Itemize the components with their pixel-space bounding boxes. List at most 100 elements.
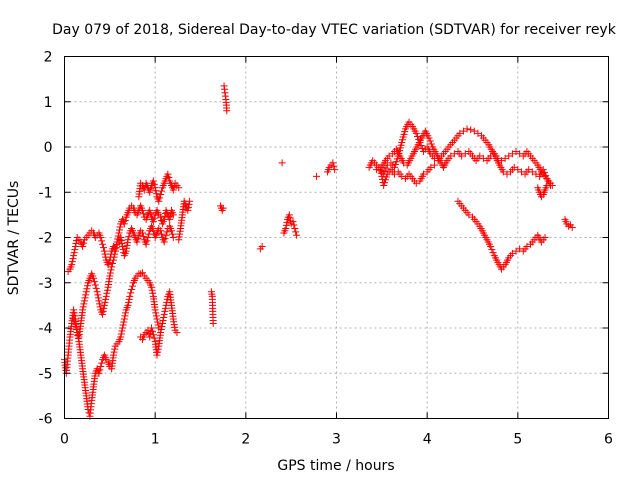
data-point xyxy=(169,234,177,241)
data-point xyxy=(79,306,87,314)
x-tick-label: 1 xyxy=(151,432,160,448)
data-point xyxy=(173,329,181,337)
data-point xyxy=(79,243,87,251)
data-point xyxy=(146,206,154,214)
data-point xyxy=(122,309,130,317)
data-point xyxy=(163,228,171,236)
data-point xyxy=(447,152,455,160)
data-point xyxy=(184,203,192,211)
data-point xyxy=(70,306,78,314)
data-point xyxy=(110,348,118,356)
data-point xyxy=(430,161,438,169)
data-point xyxy=(167,227,175,235)
data-point xyxy=(512,247,520,255)
x-tick-labels: 0 1 2 3 4 5 6 xyxy=(60,432,613,448)
data-point xyxy=(488,246,496,254)
data-point xyxy=(151,184,159,192)
data-point xyxy=(285,211,293,219)
data-point xyxy=(499,168,507,176)
data-point xyxy=(81,294,89,302)
data-point xyxy=(158,319,166,327)
data-point xyxy=(119,243,127,251)
data-point xyxy=(118,240,126,248)
data-point xyxy=(223,107,231,115)
data-point xyxy=(510,163,518,171)
data-point xyxy=(155,197,163,205)
data-point xyxy=(120,315,128,323)
data-point xyxy=(292,228,300,236)
data-point xyxy=(508,249,516,257)
data-point xyxy=(209,319,217,327)
data-point xyxy=(119,324,127,332)
data-point xyxy=(150,180,158,188)
data-point xyxy=(117,330,125,338)
data-point xyxy=(459,127,467,135)
data-point xyxy=(465,211,473,219)
data-point xyxy=(125,295,133,303)
data-point xyxy=(372,166,380,174)
data-point xyxy=(154,318,162,326)
data-point xyxy=(153,351,161,359)
data-point xyxy=(523,243,531,251)
data-point xyxy=(156,194,164,202)
data-point xyxy=(161,307,169,315)
data-point xyxy=(124,236,132,244)
data-point xyxy=(138,206,146,214)
x-tick-label: 4 xyxy=(423,432,432,448)
data-point xyxy=(412,129,420,137)
data-point xyxy=(109,260,117,268)
data-point xyxy=(157,326,165,334)
data-point xyxy=(160,313,168,321)
data-point xyxy=(149,289,157,297)
data-point xyxy=(149,331,157,339)
data-point xyxy=(125,232,133,240)
data-point xyxy=(99,310,107,318)
data-point xyxy=(144,326,152,334)
data-point xyxy=(377,166,385,174)
data-point xyxy=(121,217,129,225)
data-point xyxy=(282,224,290,232)
y-tick-label: -5 xyxy=(39,366,53,382)
data-point xyxy=(148,327,156,335)
data-point xyxy=(413,132,421,140)
data-point xyxy=(331,166,339,174)
data-point xyxy=(133,238,141,246)
data-point xyxy=(487,243,495,251)
data-point xyxy=(378,172,386,180)
data-point xyxy=(543,181,551,189)
data-point xyxy=(95,369,103,377)
chart-title: Day 079 of 2018, Sidereal Day-to-day VTE… xyxy=(52,22,617,38)
data-point xyxy=(426,137,434,145)
data-point xyxy=(91,281,99,289)
data-point xyxy=(166,215,174,223)
y-axis-label: SDTVAR / TECUs xyxy=(6,181,22,296)
data-point xyxy=(68,258,76,266)
data-point xyxy=(149,218,157,226)
data-point xyxy=(184,206,192,214)
data-point xyxy=(425,134,433,142)
data-point xyxy=(100,304,108,312)
data-point xyxy=(427,163,435,171)
data-point xyxy=(412,179,420,187)
data-point xyxy=(289,218,297,226)
data-point xyxy=(528,168,536,176)
data-point xyxy=(95,297,103,305)
data-point xyxy=(157,329,165,337)
data-point xyxy=(470,127,478,135)
data-point xyxy=(153,315,161,323)
data-point xyxy=(166,212,174,220)
data-point xyxy=(494,154,502,162)
data-point xyxy=(157,227,165,235)
y-tick-label: 2 xyxy=(44,50,53,66)
data-point xyxy=(382,164,390,172)
data-point xyxy=(291,224,299,232)
data-point xyxy=(175,184,183,192)
data-point xyxy=(150,214,158,222)
data-point xyxy=(80,300,88,308)
data-point xyxy=(102,292,110,300)
data-point xyxy=(286,214,294,222)
data-point xyxy=(96,300,104,308)
data-point xyxy=(489,249,497,257)
data-point xyxy=(505,152,513,160)
